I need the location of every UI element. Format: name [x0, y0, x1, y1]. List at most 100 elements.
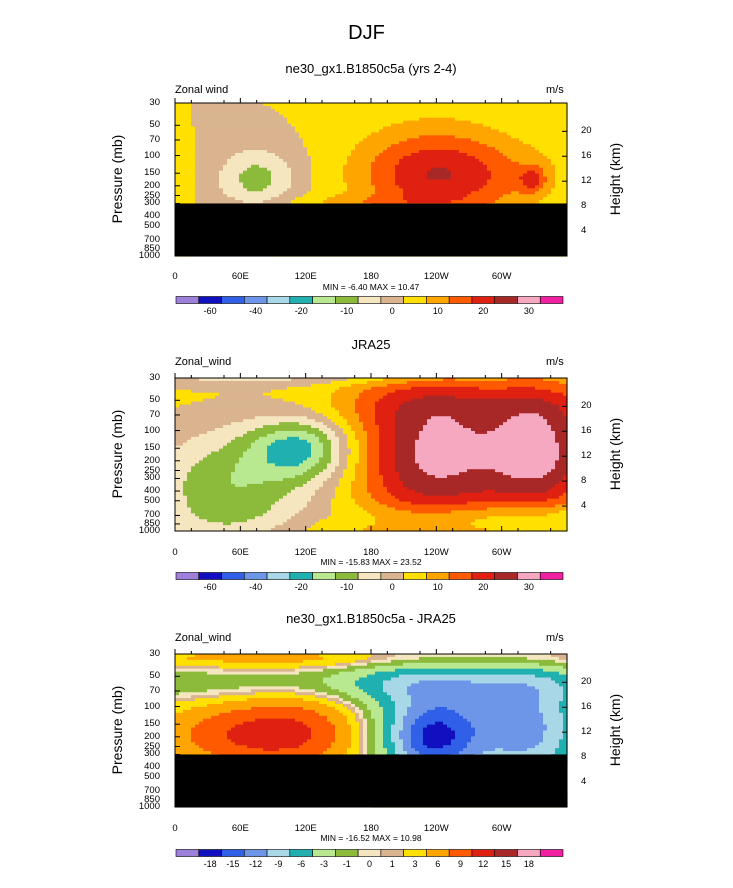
colorbar-label: 20 [478, 306, 489, 316]
colorbar-label: 18 [523, 859, 534, 869]
colorbar-label: 0 [389, 582, 395, 592]
colorbar-box [426, 296, 450, 304]
panel-title: ne30_gx1.B1850c5a - JRA25 [286, 611, 456, 626]
colorbar-box [403, 849, 427, 857]
colorbar-label: -1 [342, 859, 351, 869]
min-max-label: MIN = -6.40 MAX = 10.47 [322, 282, 420, 292]
colorbar-label: 12 [478, 859, 489, 869]
colorbar-box [494, 572, 518, 580]
x-tick-label: 120E [294, 823, 317, 834]
left-string: Zonal_wind [175, 356, 232, 368]
y-tick-label: 70 [149, 133, 160, 145]
right-tick-label: 20 [581, 676, 592, 688]
colorbar-box [266, 849, 291, 857]
y-tick-label: 150 [144, 167, 160, 179]
right-string: m/s [546, 84, 564, 96]
x-tick-label: 60E [231, 271, 249, 282]
right-string: m/s [546, 356, 564, 368]
y-tick-label: 500 [144, 219, 160, 231]
colorbar-box [403, 296, 427, 304]
colorbar-label: 30 [523, 306, 534, 316]
x-tick-label: 120W [423, 547, 449, 558]
panel-title: JRA25 [351, 337, 391, 352]
colorbar-box [494, 849, 518, 857]
colorbar-box [266, 572, 291, 580]
colorbar-box [312, 849, 336, 857]
left-string: Zonal_wind [175, 632, 232, 644]
right-string: m/s [546, 632, 564, 644]
colorbar-box [448, 296, 473, 304]
colorbar-label: -60 [203, 306, 217, 316]
y-tick-label: 30 [149, 648, 160, 659]
left-string: Zonal wind [175, 84, 229, 96]
colorbar [175, 572, 564, 580]
colorbar-box [289, 296, 313, 304]
x-tick-label: 120W [423, 271, 449, 282]
y-tick-label: 30 [149, 97, 160, 108]
y-tick-label: 300 [144, 748, 160, 760]
colorbar-box [448, 849, 473, 857]
colorbar-box [494, 296, 518, 304]
colorbar-box [357, 572, 382, 580]
y-tick-label: 400 [144, 210, 160, 222]
colorbar-box [175, 572, 200, 580]
right-tick-label: 16 [581, 425, 592, 437]
colorbar-box [426, 572, 450, 580]
colorbar-box [243, 296, 268, 304]
colorbar-label: 30 [523, 582, 534, 592]
min-max-label: MIN = -15.83 MAX = 23.52 [320, 557, 422, 567]
colorbar-label: 3 [412, 859, 418, 869]
colorbar-label: 0 [389, 306, 395, 316]
y-tick-label: 1000 [138, 801, 160, 812]
colorbar-box [335, 296, 359, 304]
y-tick-label: 100 [144, 700, 160, 712]
colorbar-box [426, 849, 450, 857]
y-tick-label: 500 [144, 770, 160, 782]
y-tick-label: 30 [149, 372, 160, 383]
colorbar-box [198, 849, 222, 857]
y-tick-label: 1000 [138, 250, 160, 261]
y-tick-label: 250 [144, 740, 160, 752]
topography-mask [175, 203, 567, 256]
x-tick-label: 120E [294, 547, 317, 558]
colorbar-label: -40 [249, 582, 263, 592]
y-tick-label: 150 [144, 718, 160, 730]
colorbar-label: 20 [478, 582, 489, 592]
y-tick-label: 850 [144, 242, 160, 254]
colorbar-label: 9 [458, 859, 464, 869]
colorbar-label: 15 [501, 859, 512, 869]
colorbar-box [471, 572, 496, 580]
colorbar-box [517, 849, 541, 857]
colorbar-box [198, 296, 222, 304]
y-tick-label: 300 [144, 472, 160, 484]
colorbar-box [243, 572, 268, 580]
right-tick-label: 12 [581, 450, 592, 462]
colorbar-label: 1 [389, 859, 395, 869]
colorbar-label: 6 [435, 859, 441, 869]
colorbar [175, 849, 564, 857]
colorbar-box [539, 849, 564, 857]
colorbar-box [539, 572, 564, 580]
right-tick-label: 8 [581, 475, 587, 487]
panel-title: ne30_gx1.B1850c5a (yrs 2-4) [285, 61, 457, 76]
colorbar-label: -20 [294, 306, 308, 316]
x-tick-label: 180 [363, 271, 379, 282]
x-tick-label: 0 [172, 547, 178, 558]
colorbar-label: -60 [203, 582, 217, 592]
colorbar-box [539, 296, 564, 304]
x-tick-label: 60E [231, 823, 249, 834]
x-tick-label: 0 [172, 271, 178, 282]
x-tick-label: 120W [423, 823, 449, 834]
x-tick-label: 60W [491, 271, 512, 282]
colorbar-label: -40 [249, 306, 263, 316]
contour-plot [174, 98, 568, 257]
colorbar-label: 10 [432, 582, 443, 592]
colorbar-box [517, 296, 541, 304]
colorbar-box [221, 572, 245, 580]
colorbar [175, 296, 564, 304]
colorbar-box [243, 849, 268, 857]
y-tick-label: 200 [144, 179, 160, 191]
right-tick-label: 16 [581, 701, 592, 713]
colorbar-box [448, 572, 473, 580]
colorbar-box [198, 572, 222, 580]
